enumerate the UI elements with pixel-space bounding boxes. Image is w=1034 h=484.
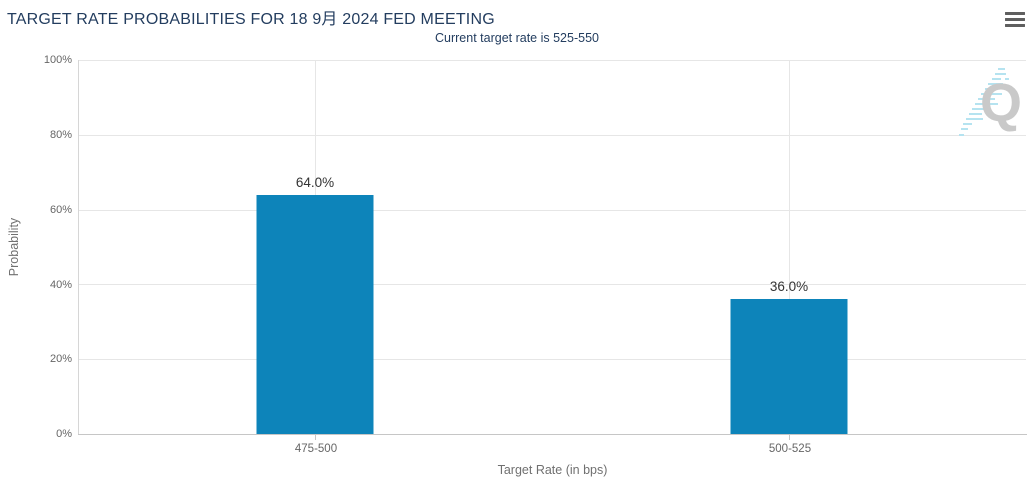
hamburger-bar xyxy=(1005,11,1025,15)
gridline-80 xyxy=(78,134,1026,136)
x-tick-category-1 xyxy=(315,435,316,440)
y-tick-label-100: 100% xyxy=(43,54,72,66)
gridline-60 xyxy=(78,209,1026,211)
y-axis-line xyxy=(78,60,79,434)
bar-value-label: 64.0% xyxy=(295,174,335,190)
y-tick-label-40: 40% xyxy=(49,279,72,291)
bar[interactable] xyxy=(256,194,374,434)
y-tick-label-20: 20% xyxy=(49,353,72,365)
plot-area: Q 64.0% 36.0% xyxy=(78,60,1026,434)
bar[interactable] xyxy=(730,299,848,434)
y-tick-label-80: 80% xyxy=(49,129,72,141)
y-axis-title: Probability xyxy=(7,217,21,277)
y-tick-label-60: 60% xyxy=(49,204,72,216)
chart-subtitle: Current target rate is 525-550 xyxy=(435,31,599,45)
y-tick-label-0: 0% xyxy=(56,428,72,440)
x-axis-line xyxy=(78,434,1027,435)
x-axis-title: Target Rate (in bps) xyxy=(497,463,608,477)
page-title: TARGET RATE PROBABILITIES FOR 18 9月 2024… xyxy=(7,11,495,28)
hamburger-bar xyxy=(1005,23,1025,27)
x-tick-category-2 xyxy=(789,435,790,440)
gridline-20 xyxy=(78,359,1026,361)
watermark-q-letter: Q xyxy=(980,73,1023,133)
bar-value-label: 36.0% xyxy=(769,279,809,295)
gridline-category-2 xyxy=(789,60,790,434)
x-category-label: 500-525 xyxy=(768,443,812,455)
hamburger-bar xyxy=(1005,17,1025,21)
gridline-40 xyxy=(78,284,1026,286)
chart-context-menu-button[interactable] xyxy=(1003,9,1027,29)
gridline-100 xyxy=(78,60,1026,61)
x-category-label: 475-500 xyxy=(294,443,338,455)
